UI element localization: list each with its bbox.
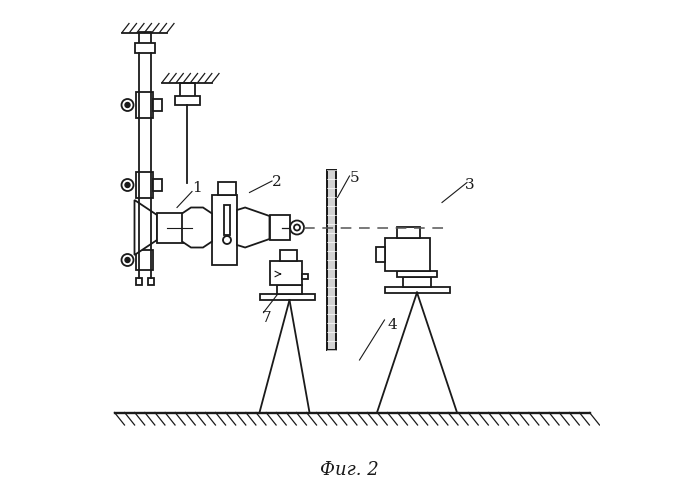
Bar — [224, 205, 230, 235]
Bar — [270, 261, 302, 285]
Bar — [259, 294, 315, 300]
Bar — [376, 246, 385, 262]
Bar — [218, 182, 236, 195]
Bar — [180, 82, 194, 98]
Bar — [397, 227, 419, 238]
Circle shape — [125, 182, 130, 188]
Polygon shape — [237, 208, 270, 248]
Bar — [403, 276, 431, 286]
Bar — [212, 195, 237, 265]
Text: Фиг. 2: Фиг. 2 — [320, 461, 379, 479]
Text: 2: 2 — [272, 176, 282, 190]
Bar — [147, 278, 154, 285]
Circle shape — [125, 258, 130, 262]
Bar — [136, 92, 153, 118]
Bar — [277, 285, 302, 294]
Bar — [270, 215, 289, 240]
Text: 5: 5 — [350, 170, 359, 184]
Text: 1: 1 — [192, 180, 202, 194]
Bar — [136, 278, 141, 285]
Bar — [153, 99, 162, 111]
Text: 7: 7 — [262, 310, 272, 324]
Bar — [134, 44, 154, 52]
Bar — [384, 286, 449, 292]
Bar — [136, 172, 153, 198]
Polygon shape — [134, 200, 157, 255]
Bar — [280, 250, 297, 261]
Circle shape — [125, 102, 130, 108]
Text: 3: 3 — [465, 178, 475, 192]
Bar — [327, 170, 336, 350]
Bar — [157, 212, 197, 242]
Bar — [397, 270, 437, 276]
Bar — [153, 179, 162, 191]
Bar — [138, 32, 150, 45]
Bar — [136, 250, 153, 270]
Bar — [384, 238, 429, 270]
Bar — [327, 170, 336, 350]
Polygon shape — [182, 208, 212, 248]
Bar — [175, 96, 199, 105]
Text: 4: 4 — [387, 318, 397, 332]
Bar — [302, 274, 308, 279]
